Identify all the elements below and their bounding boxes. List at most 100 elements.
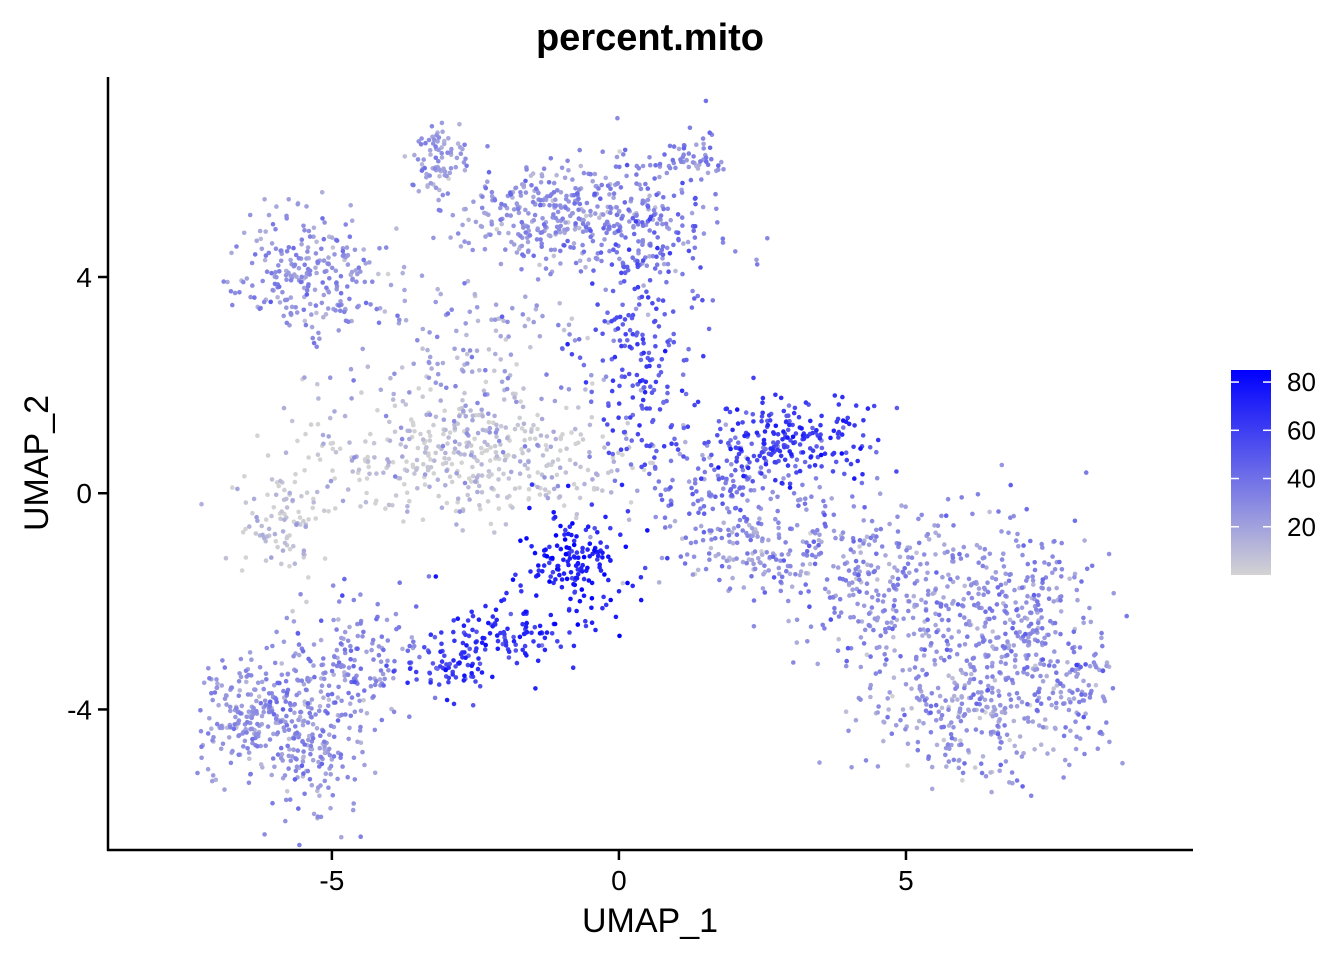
cell-point bbox=[300, 649, 306, 654]
cell-point bbox=[519, 589, 524, 594]
cell-point bbox=[294, 692, 300, 698]
cell-point bbox=[568, 245, 573, 250]
cell-point bbox=[263, 558, 269, 563]
cell-point bbox=[331, 672, 337, 677]
cell-point bbox=[518, 583, 523, 588]
cell-point bbox=[555, 639, 560, 644]
cell-point bbox=[664, 398, 669, 404]
cell-point bbox=[299, 237, 305, 242]
cell-point bbox=[552, 621, 558, 627]
cell-point bbox=[220, 658, 225, 663]
cell-point bbox=[246, 709, 252, 714]
cell-point bbox=[662, 152, 667, 157]
cell-point bbox=[689, 210, 695, 216]
cell-point bbox=[1059, 567, 1065, 572]
cell-point bbox=[323, 771, 329, 776]
cell-point bbox=[716, 476, 722, 482]
cell-point bbox=[787, 422, 792, 428]
cell-point bbox=[631, 225, 636, 230]
cell-point bbox=[326, 289, 332, 295]
cell-point bbox=[327, 732, 332, 737]
cell-point bbox=[639, 464, 644, 470]
cell-point bbox=[309, 312, 314, 317]
cell-point bbox=[287, 797, 293, 802]
cell-point bbox=[331, 617, 336, 623]
cell-point bbox=[585, 524, 591, 529]
cell-point bbox=[378, 387, 384, 393]
cell-point bbox=[403, 317, 409, 323]
cell-point bbox=[506, 655, 512, 660]
cell-point bbox=[1021, 543, 1026, 548]
cell-point bbox=[715, 433, 720, 438]
cell-point bbox=[561, 571, 567, 576]
cell-point bbox=[982, 697, 988, 703]
cell-point bbox=[656, 479, 662, 484]
cell-point bbox=[272, 281, 278, 287]
cell-point bbox=[210, 773, 216, 778]
cell-point bbox=[654, 192, 659, 198]
cell-point bbox=[315, 381, 320, 387]
cell-point bbox=[431, 137, 437, 142]
cell-point bbox=[1053, 705, 1059, 711]
cell-point bbox=[405, 509, 410, 514]
cell-point bbox=[951, 547, 956, 552]
cell-point bbox=[555, 188, 560, 193]
cell-point bbox=[701, 353, 706, 359]
cell-point bbox=[956, 714, 961, 720]
cell-point bbox=[1062, 757, 1068, 763]
cell-point bbox=[987, 639, 993, 644]
cell-point bbox=[269, 241, 275, 246]
cell-point bbox=[489, 485, 495, 491]
cell-point bbox=[911, 631, 917, 637]
cell-point bbox=[720, 240, 726, 245]
cell-point bbox=[791, 410, 797, 416]
cell-point bbox=[735, 421, 741, 426]
cell-point bbox=[786, 403, 792, 408]
cell-point bbox=[794, 522, 800, 528]
cell-point bbox=[717, 577, 722, 583]
cell-point bbox=[509, 239, 514, 245]
cell-point bbox=[647, 217, 653, 222]
cell-point bbox=[460, 640, 466, 646]
cell-point bbox=[482, 392, 488, 397]
cell-point bbox=[980, 639, 986, 644]
cell-point bbox=[977, 545, 983, 550]
cell-point bbox=[562, 537, 568, 542]
cell-point bbox=[1100, 643, 1105, 649]
cell-point bbox=[399, 436, 405, 442]
cell-point bbox=[288, 295, 294, 300]
cell-point bbox=[987, 606, 993, 611]
cell-point bbox=[239, 703, 245, 709]
cell-point bbox=[557, 301, 562, 306]
cell-point bbox=[1005, 652, 1010, 658]
cell-point bbox=[804, 553, 810, 558]
cell-point bbox=[589, 596, 595, 601]
cell-point bbox=[242, 474, 247, 479]
cell-point bbox=[539, 174, 545, 179]
cell-point bbox=[798, 590, 803, 596]
cell-point bbox=[579, 587, 585, 592]
cell-point bbox=[1087, 695, 1093, 700]
cell-point bbox=[634, 181, 639, 186]
cell-point bbox=[222, 665, 228, 670]
cell-point bbox=[943, 698, 948, 703]
cell-point bbox=[1019, 699, 1025, 705]
cell-point bbox=[956, 629, 962, 634]
cell-point bbox=[576, 196, 581, 201]
cell-point bbox=[558, 248, 563, 254]
cell-point bbox=[475, 458, 480, 464]
cell-point bbox=[332, 476, 338, 481]
cell-point bbox=[992, 707, 998, 712]
cell-point bbox=[392, 403, 398, 409]
cell-point bbox=[676, 146, 682, 152]
cell-point bbox=[948, 576, 953, 582]
cell-point bbox=[402, 482, 407, 487]
cell-point bbox=[598, 196, 603, 201]
cell-point bbox=[418, 431, 423, 437]
cell-point bbox=[904, 547, 909, 553]
cell-point bbox=[232, 290, 238, 296]
cell-point bbox=[662, 515, 668, 520]
cell-point bbox=[568, 570, 574, 575]
x-axis-label: UMAP_1 bbox=[582, 902, 718, 940]
cell-point bbox=[884, 645, 889, 650]
